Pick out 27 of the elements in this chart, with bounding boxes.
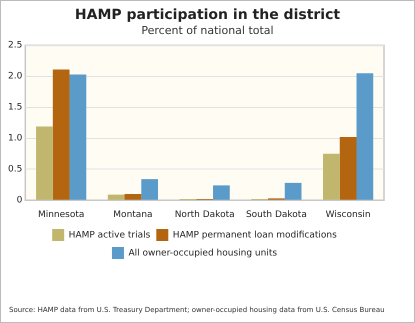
bar xyxy=(70,74,86,200)
y-tick-label: 2.5 xyxy=(8,40,22,51)
chart-subtitle: Percent of national total xyxy=(140,24,275,37)
x-tick-label: North Dakota xyxy=(174,210,235,220)
x-tick-label: Minnesota xyxy=(38,210,84,220)
bar xyxy=(52,70,70,200)
x-tick-label: South Dakota xyxy=(246,210,307,220)
x-tick-label: Montana xyxy=(113,210,153,220)
legend-label: HAMP active trials xyxy=(68,230,151,240)
bar xyxy=(340,137,356,200)
chart-title: HAMP participation in the district xyxy=(74,7,342,23)
bar xyxy=(323,154,340,200)
bar xyxy=(284,182,302,200)
bar xyxy=(213,185,230,200)
x-tick-label: Wisconsin xyxy=(326,210,371,220)
bar xyxy=(108,194,125,200)
legend-label: HAMP permanent loan modifications xyxy=(172,230,338,240)
y-tick-label: 1.5 xyxy=(8,102,22,113)
y-tick-label: 0.5 xyxy=(8,164,22,175)
y-tick-label: 0 xyxy=(16,196,23,206)
bar xyxy=(124,194,142,200)
y-tick-label: 2.0 xyxy=(8,72,23,82)
bar xyxy=(141,179,158,200)
bar xyxy=(356,73,374,200)
y-tick-label: 1.0 xyxy=(8,134,23,144)
bar xyxy=(36,126,53,200)
legend-label: All owner-occupied housing units xyxy=(128,248,278,258)
